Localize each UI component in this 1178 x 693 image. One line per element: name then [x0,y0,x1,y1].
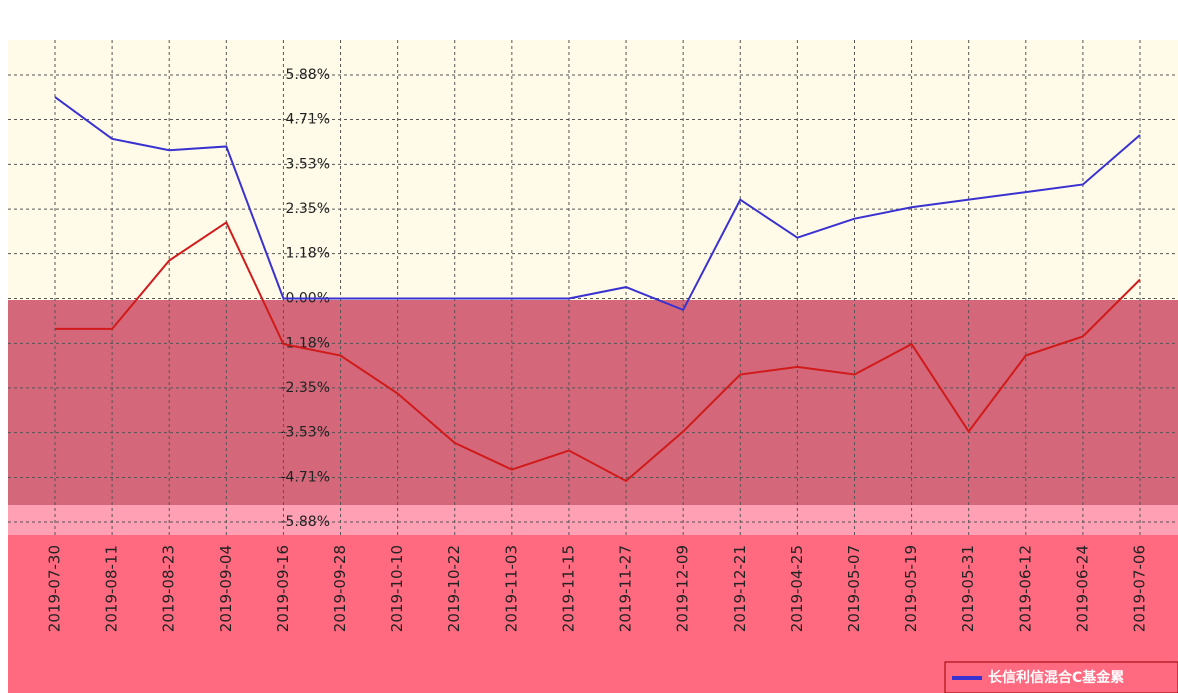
x-tick-label: 2019-10-10 [388,545,406,632]
x-tick-label: 2019-12-21 [731,545,749,632]
y-tick-label: 2.35% [286,201,330,217]
band [8,505,1178,535]
legend-label: 长信利信混合C基金累 [988,669,1124,686]
x-tick-label: 2019-10-22 [445,545,463,632]
y-tick-label: 5.88% [286,67,330,83]
series-line [55,221,1141,483]
legend-swatch [952,676,982,680]
y-tick-label: -4.71% [280,470,330,486]
y-tick-label: 3.53% [286,156,330,172]
x-tick-label: 2019-12-09 [674,545,692,632]
x-tick-label: 2019-07-06 [1131,545,1149,632]
series-line [54,96,1141,312]
x-tick-label: 2019-08-23 [160,545,178,632]
y-tick-label: -1.18% [280,335,330,351]
x-tick-label: 2019-06-12 [1016,545,1034,632]
y-tick-label: 4.71% [286,111,330,127]
y-tick-label: -2.35% [280,380,330,396]
x-tick-label: 2019-11-27 [617,545,635,632]
y-tick-label: 1.18% [286,246,330,262]
x-tick-label: 2019-05-31 [959,545,977,632]
x-tick-label: 2019-09-04 [217,545,235,632]
y-tick-label: -5.88% [280,514,330,530]
x-tick-label: 2019-06-24 [1073,545,1091,632]
x-tick-label: 2019-05-19 [902,545,920,632]
x-tick-label: 2019-11-03 [502,545,520,632]
x-tick-label: 2019-07-30 [46,545,64,632]
x-tick-label: 2019-08-11 [103,545,121,632]
x-tick-label: 2019-05-07 [845,545,863,632]
plot-upper [8,40,1178,300]
legend-box [944,661,1178,693]
x-tick-label: 2019-09-16 [274,545,292,632]
x-tick-label: 2019-11-15 [559,545,577,632]
x-tick-label: 2019-09-28 [331,545,349,632]
plot-lower [8,300,1178,505]
x-tick-label: 2019-04-25 [788,545,806,632]
y-tick-label: -3.53% [280,425,330,441]
